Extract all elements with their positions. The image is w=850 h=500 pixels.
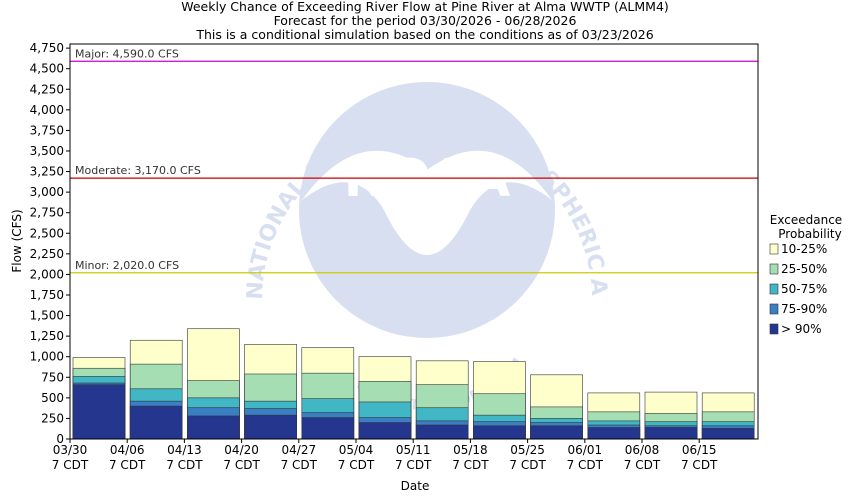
x-tick-label: 05/25 7 CDT bbox=[509, 443, 546, 472]
chart-title-line-2: Forecast for the period 03/30/2026 - 06/… bbox=[273, 13, 577, 28]
y-tick-label: 1,750 bbox=[30, 288, 64, 302]
y-tick-label: 3,000 bbox=[30, 185, 64, 199]
x-tick-time: 7 CDT bbox=[109, 458, 146, 472]
legend-label: 10-25% bbox=[781, 242, 827, 256]
bar-segment bbox=[72, 384, 126, 440]
x-tick-label: 03/30 7 CDT bbox=[52, 443, 89, 472]
x-tick-time: 7 CDT bbox=[509, 458, 546, 472]
legend-title-line-2: Probability bbox=[778, 227, 841, 241]
x-tick-time: 7 CDT bbox=[166, 458, 203, 472]
x-tick-time: 7 CDT bbox=[281, 458, 318, 472]
x-tick-time: 7 CDT bbox=[52, 458, 89, 472]
x-tick-label: 06/01 7 CDT bbox=[567, 443, 604, 472]
legend-swatch bbox=[769, 263, 779, 275]
threshold-label: Major: 4,590.0 CFS bbox=[75, 47, 179, 60]
bar-segment bbox=[187, 415, 240, 440]
x-tick-label: 06/15 7 CDT bbox=[681, 443, 718, 472]
x-tick-label: 04/06 7 CDT bbox=[109, 443, 146, 472]
bar-segment bbox=[129, 405, 183, 440]
x-tick-label: 05/11 7 CDT bbox=[395, 443, 432, 472]
x-tick-label: 05/18 7 CDT bbox=[452, 443, 489, 472]
y-axis-label: Flow (CFS) bbox=[10, 209, 24, 272]
y-tick-label: 2,500 bbox=[30, 226, 64, 240]
x-tick-date: 05/18 bbox=[453, 443, 488, 457]
y-axis: 0 250 500 750 1,000 1,250 1,500 1,750 2,000 2,250… bbox=[30, 41, 70, 446]
x-tick-time: 7 CDT bbox=[395, 458, 432, 472]
y-tick-label: 2,250 bbox=[30, 247, 64, 261]
legend-label: 75-90% bbox=[781, 302, 827, 316]
x-tick-date: 04/20 bbox=[224, 443, 259, 457]
threshold-label: Moderate: 3,170.0 CFS bbox=[75, 164, 201, 177]
chart-title-line-1: Weekly Chance of Exceeding River Flow at… bbox=[181, 0, 669, 14]
y-tick-label: 2,000 bbox=[30, 267, 64, 281]
x-tick-label: 06/08 7 CDT bbox=[624, 443, 661, 472]
plot-frame bbox=[69, 43, 759, 440]
legend: Exceedance Probability 10-25% 25-50% 50-75… bbox=[769, 213, 842, 336]
y-tick-label: 1,250 bbox=[30, 329, 64, 343]
threshold-layer: Major: 4,590.0 CFS Moderate: 3,170.0 CFS M… bbox=[70, 47, 758, 274]
bar-segment bbox=[644, 427, 698, 440]
x-tick-time: 7 CDT bbox=[452, 458, 489, 472]
bar-segment bbox=[244, 414, 297, 440]
x-tick-date: 06/08 bbox=[625, 443, 660, 457]
legend-swatch bbox=[769, 323, 779, 335]
x-tick-time: 7 CDT bbox=[681, 458, 718, 472]
legend-label: 25-50% bbox=[781, 262, 827, 276]
bar-segment bbox=[530, 425, 583, 440]
x-tick-time: 7 CDT bbox=[567, 458, 604, 472]
y-tick-label: 0 bbox=[56, 432, 64, 446]
y-tick-label: 1,500 bbox=[30, 309, 64, 323]
y-tick-label: 4,500 bbox=[30, 62, 64, 76]
x-tick-time: 7 CDT bbox=[338, 458, 375, 472]
y-tick-label: 4,000 bbox=[30, 103, 64, 117]
legend-label: > 90% bbox=[781, 322, 822, 336]
chart-title: Weekly Chance of Exceeding River Flow at… bbox=[0, 0, 850, 42]
y-tick-label: 4,750 bbox=[30, 41, 64, 55]
x-tick-label: 04/13 7 CDT bbox=[166, 443, 203, 472]
x-tick-date: 04/13 bbox=[167, 443, 202, 457]
bar-segment bbox=[415, 424, 469, 440]
chart-title-line-3: This is a conditional simulation based o… bbox=[196, 27, 654, 42]
noaa-logo-bird bbox=[302, 150, 552, 255]
bar-segment bbox=[701, 428, 755, 440]
y-tick-label: 3,250 bbox=[30, 165, 64, 179]
legend-swatch bbox=[769, 283, 779, 295]
bar-segment bbox=[473, 425, 526, 440]
y-tick-label: 2,750 bbox=[30, 206, 64, 220]
x-tick-date: 05/11 bbox=[396, 443, 431, 457]
x-tick-time: 7 CDT bbox=[624, 458, 661, 472]
y-tick-label: 4,250 bbox=[30, 82, 64, 96]
x-tick-label: 04/20 7 CDT bbox=[223, 443, 260, 472]
legend-swatch bbox=[769, 243, 779, 255]
bar-layer bbox=[72, 328, 755, 440]
x-axis-label: Date bbox=[401, 479, 430, 493]
bar-segment bbox=[358, 422, 412, 440]
bar-segment bbox=[587, 427, 641, 440]
y-tick-label: 3,500 bbox=[30, 144, 64, 158]
noaa-logo-disc bbox=[299, 82, 555, 338]
y-tick-label: 750 bbox=[41, 370, 64, 384]
bar-segment bbox=[301, 417, 355, 440]
legend-title-line-1: Exceedance bbox=[770, 213, 842, 227]
x-tick-date: 03/30 bbox=[53, 443, 88, 457]
x-tick-time: 7 CDT bbox=[223, 458, 260, 472]
y-tick-label: 3,750 bbox=[30, 123, 64, 137]
y-tick-label: 1,000 bbox=[30, 350, 64, 364]
x-tick-date: 05/04 bbox=[339, 443, 374, 457]
x-tick-date: 04/27 bbox=[282, 443, 317, 457]
x-tick-label: 04/27 7 CDT bbox=[281, 443, 318, 472]
x-tick-date: 05/25 bbox=[510, 443, 545, 457]
y-tick-label: 250 bbox=[41, 411, 64, 425]
y-tick-label: 500 bbox=[41, 391, 64, 405]
legend-swatch bbox=[769, 303, 779, 315]
threshold-label: Minor: 2,020.0 CFS bbox=[75, 259, 179, 272]
x-tick-date: 04/06 bbox=[110, 443, 145, 457]
x-tick-label: 05/04 7 CDT bbox=[338, 443, 375, 472]
x-tick-date: 06/01 bbox=[568, 443, 603, 457]
noaa-logo-text: NOAA bbox=[344, 149, 511, 209]
legend-label: 50-75% bbox=[781, 282, 827, 296]
x-tick-date: 06/15 bbox=[682, 443, 717, 457]
